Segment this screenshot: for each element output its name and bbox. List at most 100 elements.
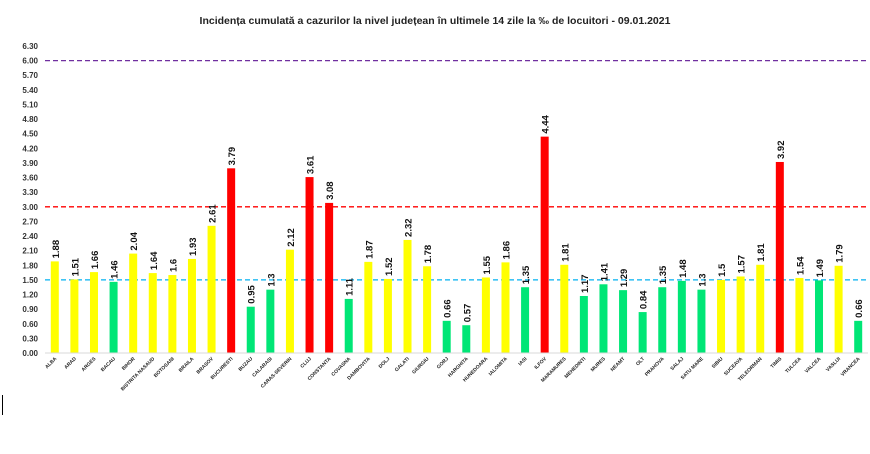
x-tick-label: TULCEA xyxy=(784,356,803,375)
x-tick-label: VASLUI xyxy=(825,356,842,373)
x-tick-label: BRASOV xyxy=(196,356,216,376)
value-label: 1.3 xyxy=(266,273,277,286)
value-label: 0.66 xyxy=(443,299,454,318)
x-tick-label: OLT xyxy=(635,356,646,367)
value-labels: 1.88 1.51 1.66 1.46 2.04 1.64 1.6 1.93 2.61 3.79 0… xyxy=(51,114,865,322)
value-label: 1.87 xyxy=(364,240,375,259)
value-label: 1.11 xyxy=(345,277,356,296)
value-label: 3.92 xyxy=(776,140,787,159)
x-tick-label: GALATI xyxy=(394,356,412,374)
bar xyxy=(638,312,647,353)
x-tick-label: ARAD xyxy=(63,356,78,371)
bar xyxy=(207,225,216,353)
bar xyxy=(305,177,314,353)
value-label: 3.79 xyxy=(227,147,238,166)
value-label: 1.64 xyxy=(149,251,160,270)
bar xyxy=(815,280,824,353)
value-label: 1.49 xyxy=(815,259,826,278)
value-label: 0.95 xyxy=(247,285,258,304)
bar xyxy=(481,277,490,353)
bar xyxy=(619,290,628,353)
value-label: 1.93 xyxy=(188,237,199,256)
bar xyxy=(717,279,726,353)
bar xyxy=(246,306,255,353)
x-tick-label: IALOMITA xyxy=(488,356,509,377)
x-tick-label: GORJ xyxy=(436,356,450,370)
bar xyxy=(109,281,118,353)
y-tick-label: 1.80 xyxy=(22,261,38,270)
value-label: 1.29 xyxy=(619,269,630,288)
y-tick-label: 6.00 xyxy=(22,57,38,66)
bar xyxy=(579,295,588,353)
value-label: 1.17 xyxy=(580,274,591,293)
bar xyxy=(285,249,294,353)
x-tick-label: ALBA xyxy=(44,356,58,370)
value-label: 0.84 xyxy=(639,290,650,309)
bar xyxy=(227,168,236,353)
value-label: 3.08 xyxy=(325,181,336,200)
value-label: 2.04 xyxy=(129,231,140,250)
value-label: 1.86 xyxy=(501,241,512,260)
value-label: 2.32 xyxy=(404,218,415,237)
value-label: 2.12 xyxy=(286,228,297,247)
value-label: 1.57 xyxy=(737,255,748,274)
bar xyxy=(756,264,765,353)
value-label: 0.57 xyxy=(462,304,473,323)
bar xyxy=(50,261,59,353)
bar xyxy=(501,262,510,353)
x-tick-label: BUZAU xyxy=(238,356,255,373)
bar xyxy=(697,289,706,353)
value-label: 1.81 xyxy=(756,243,767,262)
y-tick-label: 5.10 xyxy=(22,100,38,109)
x-tick-label: BACAU xyxy=(100,356,117,373)
x-tick-label: GIURGIU xyxy=(411,356,431,376)
bar xyxy=(462,325,471,353)
value-label: 1.66 xyxy=(90,251,101,270)
bar xyxy=(129,253,138,353)
value-label: 4.44 xyxy=(541,114,552,133)
value-label: 1.35 xyxy=(658,265,669,284)
y-tick-label: 4.20 xyxy=(22,144,38,153)
bar xyxy=(599,284,608,353)
value-label: 1.46 xyxy=(110,260,121,279)
y-tick-label: 4.80 xyxy=(22,115,38,124)
x-tick-label: VRANCEA xyxy=(840,356,862,378)
value-label: 1.51 xyxy=(70,257,81,276)
bar xyxy=(795,277,804,353)
y-tick-label: 0.60 xyxy=(22,320,38,329)
y-tick-label: 0.00 xyxy=(22,349,38,358)
bar xyxy=(383,278,392,353)
bar xyxy=(540,136,549,353)
x-tick-label: ARGES xyxy=(81,356,98,373)
x-tick-label: BISTRITA NASAUD xyxy=(120,356,157,393)
bar xyxy=(423,266,432,353)
value-label: 1.41 xyxy=(599,262,610,281)
chart-title: Incidența cumulată a cazurilor la nivel … xyxy=(199,15,671,27)
bar xyxy=(344,298,353,353)
bar xyxy=(560,264,569,353)
value-label: 1.78 xyxy=(423,245,434,264)
y-tick-label: 0.30 xyxy=(22,334,38,343)
value-label: 1.55 xyxy=(482,255,493,274)
value-label: 1.5 xyxy=(717,263,728,277)
value-label: 1.88 xyxy=(51,240,62,259)
bar xyxy=(266,289,275,353)
y-axis-ticks: 0.00 0.30 0.60 0.90 1.20 1.50 1.80 2.10 2.40 2.70… xyxy=(22,42,38,358)
y-tick-label: 0.90 xyxy=(22,305,38,314)
x-tick-label: SALAJ xyxy=(669,356,685,372)
bar xyxy=(89,272,98,353)
bars xyxy=(50,136,863,353)
bar xyxy=(658,287,667,353)
value-label: 1.81 xyxy=(560,243,571,262)
bar xyxy=(70,279,79,353)
x-tick-label: NEAMT xyxy=(610,356,627,373)
bar xyxy=(403,239,412,353)
bar xyxy=(854,320,863,353)
bar xyxy=(148,273,157,353)
y-tick-label: 1.50 xyxy=(22,276,38,285)
y-tick-label: 5.40 xyxy=(22,86,38,95)
value-label: 1.35 xyxy=(521,265,532,284)
x-tick-label: TIMIS xyxy=(770,356,784,370)
